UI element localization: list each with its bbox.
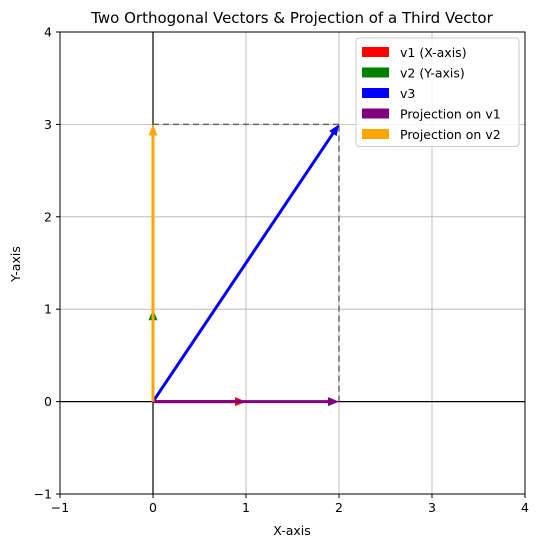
x-axis-label: X-axis — [273, 523, 311, 538]
legend-label: Projection on v2 — [400, 127, 501, 142]
y-tick-label: 3 — [44, 117, 52, 132]
legend-label: v2 (Y-axis) — [400, 66, 465, 81]
chart-title: Two Orthogonal Vectors & Projection of a… — [90, 9, 493, 27]
y-tick-label: 4 — [44, 25, 52, 40]
legend-label: Projection on v1 — [400, 107, 501, 122]
y-tick-label: 2 — [44, 209, 52, 224]
legend-swatch — [362, 67, 389, 78]
x-tick-label: 4 — [521, 500, 529, 515]
x-tick-label: 1 — [242, 500, 250, 515]
legend: v1 (X-axis) v2 (Y-axis) v3 Projection on v1… — [355, 37, 520, 147]
vector-arrow — [153, 397, 339, 407]
y-tick-label: 0 — [44, 394, 52, 409]
legend-frame — [355, 37, 520, 147]
vector-arrow — [151, 124, 339, 403]
plot-frame — [59, 31, 526, 495]
x-tick-label: 2 — [335, 500, 343, 515]
legend-swatch — [362, 129, 389, 139]
vectors — [148, 124, 339, 407]
x-tick-label: 0 — [149, 500, 157, 515]
legend-swatch — [362, 47, 389, 57]
legend-label: v3 — [400, 86, 415, 101]
ticks: −1 0 1 2 3 4 −1 0 1 2 3 4 — [34, 25, 529, 516]
legend-label: v1 (X-axis) — [400, 45, 467, 60]
y-tick-label: −1 — [34, 487, 52, 502]
guide-lines — [153, 123, 340, 402]
y-axis-label: Y-axis — [8, 246, 23, 283]
legend-swatch — [362, 108, 389, 119]
legend-swatch — [362, 88, 389, 98]
x-tick-label: 3 — [428, 500, 436, 515]
y-tick-label: 1 — [44, 302, 52, 317]
vector-arrow — [148, 124, 158, 402]
x-tick-label: −1 — [51, 500, 69, 515]
